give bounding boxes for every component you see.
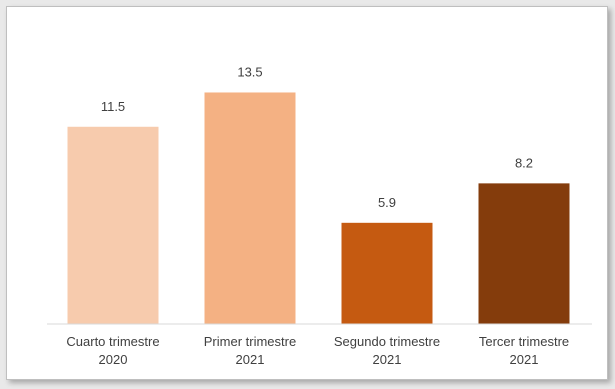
bar xyxy=(204,92,296,324)
data-label: 5.9 xyxy=(378,195,396,210)
data-label: 8.2 xyxy=(515,155,533,170)
x-tick-label: Segundo trimestre xyxy=(334,334,440,349)
data-label: 13.5 xyxy=(237,64,262,79)
x-tick-label: Cuarto trimestre xyxy=(66,334,159,349)
bar xyxy=(478,183,570,324)
bar-chart: 11.5 Cuarto trimestre 2020 13.5 Primer trime… xyxy=(47,64,592,367)
x-tick-label: 2021 xyxy=(373,352,402,367)
x-tick-label: 2021 xyxy=(510,352,539,367)
data-label: 11.5 xyxy=(101,99,125,114)
bar xyxy=(67,126,159,325)
x-tick-label: 2020 xyxy=(99,352,128,367)
chart-frame: 11.5 Cuarto trimestre 2020 13.5 Primer trime… xyxy=(6,6,608,380)
x-tick-label: Primer trimestre xyxy=(204,334,296,349)
x-tick-label: Tercer trimestre xyxy=(479,334,569,349)
bar xyxy=(341,222,433,324)
x-tick-label: 2021 xyxy=(236,352,265,367)
